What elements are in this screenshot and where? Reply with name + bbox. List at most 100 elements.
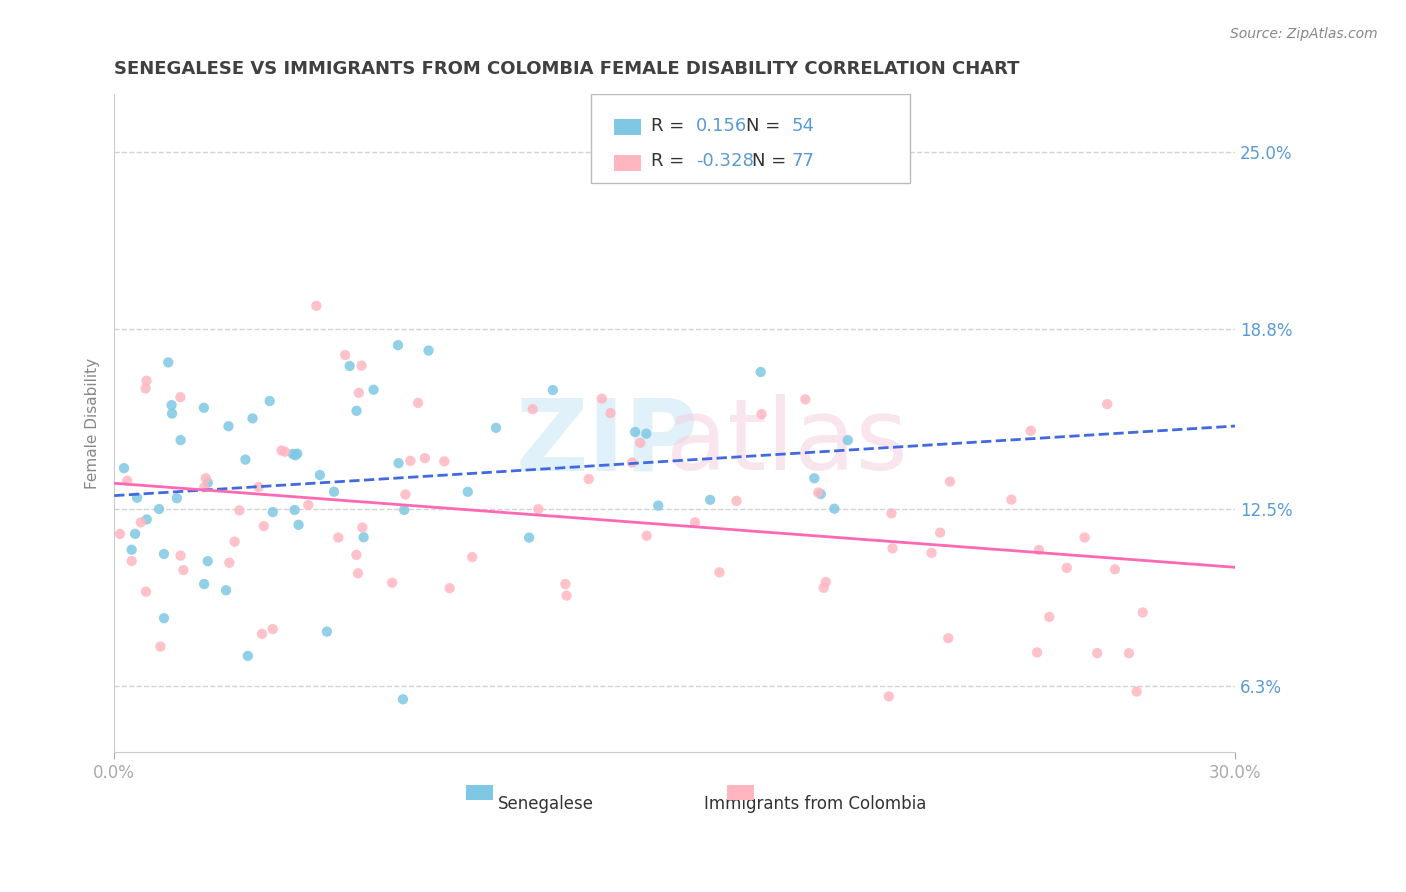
Point (363, 383, 385, 397)
Point (284, 503, 307, 517)
Point (309, 468, 332, 483)
Point (169, 390, 191, 404)
Text: ZIP: ZIP (516, 394, 699, 491)
Point (129, 516, 152, 530)
Point (193, 480, 215, 494)
Point (115, 474, 138, 488)
Text: Source: ZipAtlas.com: Source: ZipAtlas.com (1230, 27, 1378, 41)
Point (135, 512, 157, 526)
Point (517, 531, 540, 545)
FancyBboxPatch shape (614, 120, 641, 136)
Point (807, 485, 830, 500)
Point (599, 406, 621, 420)
Point (1056, 561, 1078, 575)
Y-axis label: Female Disability: Female Disability (86, 358, 100, 489)
Point (647, 499, 669, 513)
Point (228, 503, 250, 517)
Point (153, 547, 176, 561)
Text: 54: 54 (792, 117, 814, 135)
Point (285, 447, 308, 461)
Point (636, 529, 658, 543)
Point (939, 475, 962, 489)
FancyBboxPatch shape (591, 95, 910, 183)
Point (215, 583, 238, 598)
Point (121, 554, 143, 568)
Point (392, 503, 415, 517)
Point (880, 507, 903, 521)
Point (1132, 606, 1154, 620)
Point (1038, 610, 1060, 624)
Point (823, 501, 845, 516)
Point (628, 435, 651, 450)
Point (624, 425, 647, 439)
Point (803, 471, 825, 485)
Point (253, 519, 276, 533)
Point (172, 563, 194, 577)
Point (259, 394, 281, 409)
Point (262, 622, 284, 636)
Point (339, 359, 361, 373)
Point (127, 491, 149, 505)
Point (305, 299, 328, 313)
Point (1118, 646, 1140, 660)
Point (1026, 645, 1049, 659)
Point (418, 343, 440, 358)
Point (352, 520, 374, 534)
Point (936, 631, 959, 645)
Point (387, 456, 409, 470)
Point (333, 348, 356, 362)
Point (1073, 531, 1095, 545)
Point (135, 374, 157, 388)
Point (1095, 397, 1118, 411)
Text: -0.328: -0.328 (696, 153, 754, 170)
Point (328, 531, 350, 545)
Point (810, 487, 832, 501)
Text: R =: R = (651, 117, 690, 135)
Point (112, 461, 135, 475)
Text: 77: 77 (792, 153, 814, 170)
Point (197, 475, 219, 490)
Point (621, 456, 644, 470)
Point (242, 411, 264, 425)
Text: Immigrants from Colombia: Immigrants from Colombia (703, 795, 927, 813)
Point (218, 556, 240, 570)
Point (387, 338, 409, 352)
Point (160, 398, 183, 412)
Point (281, 447, 304, 461)
Text: N =: N = (752, 153, 792, 170)
Point (381, 575, 404, 590)
Point (877, 690, 900, 704)
Point (683, 516, 706, 530)
Point (457, 484, 479, 499)
Point (247, 480, 270, 494)
Point (461, 550, 484, 565)
Point (527, 502, 550, 516)
Point (591, 392, 613, 406)
Point (751, 407, 773, 421)
Point (194, 471, 217, 485)
Point (1028, 543, 1050, 558)
Point (399, 454, 422, 468)
Point (108, 527, 131, 541)
Point (406, 396, 429, 410)
Point (235, 452, 257, 467)
Point (250, 627, 273, 641)
Text: atlas: atlas (666, 394, 907, 491)
Point (135, 584, 157, 599)
Point (169, 549, 191, 563)
Point (236, 648, 259, 663)
Point (193, 401, 215, 415)
Point (555, 589, 578, 603)
Text: 0.156: 0.156 (696, 117, 747, 135)
Point (148, 502, 170, 516)
Point (274, 444, 297, 458)
Point (224, 534, 246, 549)
Point (1019, 424, 1042, 438)
Point (166, 491, 188, 506)
Point (921, 546, 943, 560)
Point (709, 566, 731, 580)
Point (323, 484, 346, 499)
Point (270, 443, 292, 458)
Point (350, 359, 373, 373)
FancyBboxPatch shape (727, 786, 754, 800)
